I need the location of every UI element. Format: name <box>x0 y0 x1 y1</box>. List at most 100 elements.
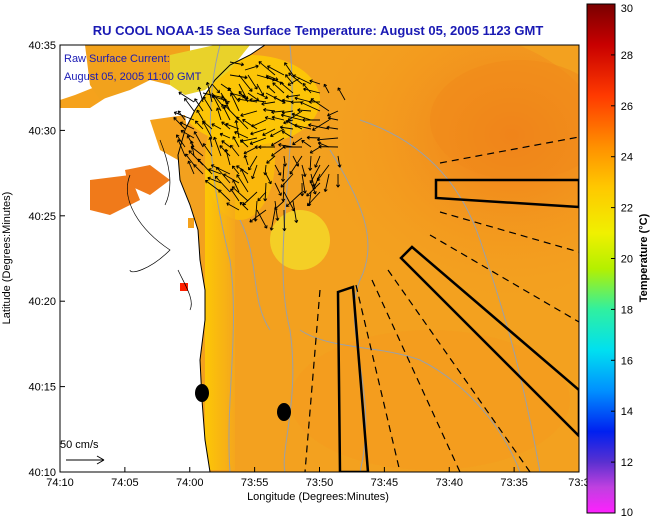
depth-contour <box>209 45 235 472</box>
current-vector <box>310 98 330 112</box>
current-vector <box>264 116 276 121</box>
current-vector <box>290 100 303 105</box>
current-vector <box>274 164 282 176</box>
bay-patch <box>170 45 250 95</box>
current-vector <box>294 123 312 130</box>
current-vector <box>258 61 276 76</box>
current-vector <box>306 191 321 207</box>
current-vector <box>230 93 240 112</box>
current-vector <box>221 121 231 130</box>
current-label-time: August 05, 2005 11:00 GMT <box>64 71 202 83</box>
colorbar-tick-label: 20 <box>621 254 633 266</box>
current-vector <box>193 131 204 148</box>
current-vector <box>282 209 287 232</box>
current-vector <box>218 189 231 202</box>
current-vector <box>194 98 204 112</box>
current-vector <box>223 173 240 184</box>
depth-contour <box>359 119 541 472</box>
depth-contour <box>282 45 294 472</box>
current-vector <box>213 136 222 157</box>
current-vector <box>249 98 267 103</box>
x-tick-label: 74:05 <box>111 477 139 489</box>
current-vector <box>308 123 330 130</box>
current-vector <box>249 137 267 146</box>
current-vector <box>202 96 213 112</box>
current-vector <box>202 121 213 139</box>
current-vector <box>266 85 276 94</box>
x-tick-label: 73:3 <box>568 477 589 489</box>
x-tick-label: 73:45 <box>371 477 399 489</box>
current-vector <box>244 64 259 71</box>
land-area <box>60 45 265 472</box>
disposal-box <box>336 285 370 472</box>
current-vector <box>285 119 303 130</box>
current-vector <box>256 209 268 229</box>
current-vector <box>231 186 249 202</box>
current-vector <box>309 79 321 85</box>
current-vector <box>215 166 231 184</box>
current-vector <box>240 110 258 117</box>
current-vector <box>234 120 240 139</box>
current-vector <box>236 174 249 193</box>
colorbar-tick-label: 26 <box>621 101 633 113</box>
current-vector <box>327 116 339 121</box>
current-vector <box>271 110 285 115</box>
colorbar-tick-label: 30 <box>621 3 633 15</box>
disposal-box <box>434 178 579 209</box>
current-vector <box>300 101 321 112</box>
current-vector <box>269 209 276 231</box>
current-vector <box>249 209 267 223</box>
current-vector <box>250 128 267 136</box>
current-vector <box>194 120 204 130</box>
current-vector <box>309 164 321 184</box>
x-axis: 74:10 74:05 74:00 73:55 73:50 73:45 73:40 73:35… <box>46 467 590 489</box>
current-vector <box>243 146 258 155</box>
current-vector <box>308 155 313 171</box>
current-vector <box>292 200 299 223</box>
current-vector <box>316 164 330 182</box>
y-tick-label: 40:15 <box>28 382 56 394</box>
current-vector <box>316 137 339 142</box>
current-vector <box>184 97 195 112</box>
current-vector <box>274 200 285 211</box>
current-vector <box>274 200 280 221</box>
current-vector <box>323 173 330 193</box>
current-vector <box>271 115 285 121</box>
x-tick-label: 73:55 <box>241 477 269 489</box>
current-vector <box>274 182 282 196</box>
current-vector <box>230 188 240 202</box>
current-vector <box>285 191 303 208</box>
current-vector <box>318 144 339 149</box>
colorbar-label: Temperature (°C) <box>638 213 650 302</box>
bay-patch <box>85 45 190 100</box>
current-vector <box>177 139 186 157</box>
current-vector <box>336 173 341 188</box>
coastal-patch <box>188 218 194 228</box>
current-vector <box>292 74 312 85</box>
depth-contour <box>329 149 369 472</box>
current-vector <box>210 164 231 175</box>
current-vector <box>216 107 222 121</box>
current-vector <box>297 108 312 113</box>
current-vector <box>300 182 305 197</box>
warm-water-patch <box>430 60 579 180</box>
current-vector <box>243 154 249 166</box>
current-vector <box>232 136 240 148</box>
y-tick-label: 40:35 <box>28 40 56 52</box>
current-vector <box>281 164 286 182</box>
current-vector <box>270 128 285 138</box>
current-vector <box>211 83 221 94</box>
depth-contour <box>239 219 271 331</box>
current-vector <box>302 117 321 122</box>
current-vectors <box>173 61 346 232</box>
x-tick-label: 74:00 <box>176 477 204 489</box>
current-vector <box>271 146 285 157</box>
current-vector <box>225 122 240 130</box>
current-vector <box>279 125 294 130</box>
current-vector <box>196 109 204 121</box>
current-vector <box>280 173 294 188</box>
current-vector <box>326 125 339 130</box>
current-vector <box>190 146 204 157</box>
current-vector <box>256 92 269 100</box>
